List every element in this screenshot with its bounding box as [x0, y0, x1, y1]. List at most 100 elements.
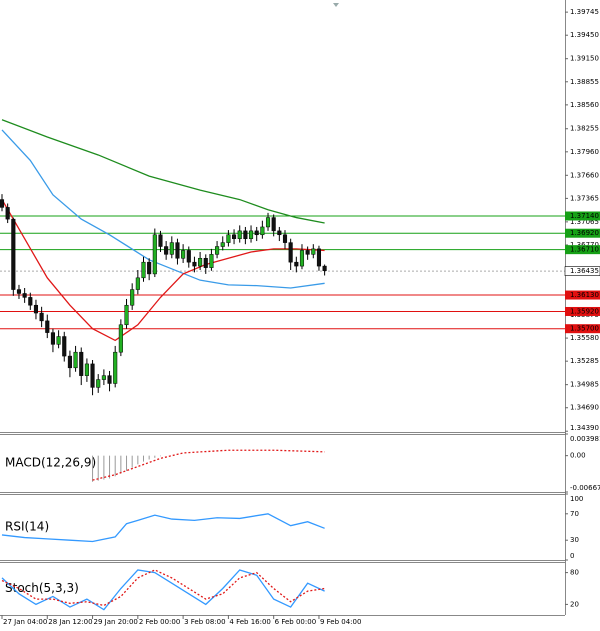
macd-signal-line — [92, 449, 325, 481]
candle-body — [175, 242, 180, 259]
y-tick-label: 1.37960 — [570, 148, 599, 156]
indicator-title: MACD(12,26,9) — [5, 456, 96, 470]
candle-body — [226, 234, 231, 243]
y-tick-label: -0.006679 — [570, 484, 600, 492]
level-label-box — [565, 228, 600, 238]
candle-body — [265, 217, 271, 228]
candle-body — [288, 242, 293, 263]
candle-body — [56, 336, 61, 345]
candle-body — [11, 218, 16, 290]
candle-body — [299, 250, 305, 267]
candle-body — [294, 261, 299, 267]
candle-body — [62, 336, 67, 357]
indicator-title: Stoch(5,3,3) — [5, 581, 79, 595]
candle-body — [192, 261, 197, 267]
y-tick-label: 80 — [570, 569, 579, 577]
candle-body — [124, 304, 129, 326]
y-tick-label: 1.35285 — [570, 357, 599, 365]
indicator-line — [1, 569, 325, 611]
y-tick-label: 1.39745 — [570, 8, 599, 16]
candle-body — [50, 332, 55, 345]
candle-body — [45, 320, 50, 333]
y-tick-label: 30 — [570, 536, 579, 544]
y-tick-label: 1.39450 — [570, 31, 599, 39]
candle-body — [22, 293, 27, 298]
y-tick-label: 1.38560 — [570, 101, 599, 109]
candle-body — [16, 289, 22, 294]
y-tick-label: 0.003981 — [570, 435, 600, 443]
indicator-title: RSI(14) — [5, 520, 49, 534]
candle-body — [107, 375, 112, 384]
y-tick-label: 100 — [570, 495, 583, 503]
x-tick-label: 2 Feb 00:00 — [139, 618, 180, 626]
candle-body — [181, 250, 186, 259]
moving-average — [1, 119, 325, 224]
candle-body — [305, 250, 310, 255]
y-tick-label: 1.38255 — [570, 125, 599, 133]
candle-body — [90, 363, 95, 388]
level-label-box — [565, 290, 600, 300]
candle-body — [282, 234, 288, 243]
y-tick-label: 1.35580 — [570, 334, 599, 342]
last-price-label: 1.36435 — [570, 267, 599, 275]
candle-body — [277, 230, 282, 236]
candle-body — [198, 258, 203, 267]
candle-body — [169, 242, 174, 255]
x-tick-label: 6 Feb 00:00 — [275, 618, 316, 626]
level-label: 1.36130 — [570, 291, 599, 299]
candle-body — [311, 248, 316, 255]
x-tick-label: 3 Feb 08:00 — [184, 618, 225, 626]
indicator-line — [1, 513, 325, 543]
candle-body — [130, 289, 135, 306]
x-tick-label: 27 Jan 04:00 — [3, 618, 47, 626]
y-tick-label: 1.37065 — [570, 218, 599, 226]
candle-body — [135, 277, 140, 290]
candle-body — [254, 230, 259, 236]
x-tick-label: 4 Feb 16:00 — [229, 618, 270, 626]
candle-body — [39, 312, 44, 322]
candle-body — [96, 379, 101, 388]
candle-body — [33, 304, 39, 314]
candle-body — [203, 258, 208, 268]
candle-body — [237, 230, 242, 239]
level-label-box — [565, 324, 600, 334]
y-tick-label: 1.37365 — [570, 194, 599, 202]
y-tick-label: 1.34390 — [570, 424, 599, 432]
candle-body — [79, 351, 84, 376]
level-label-box — [565, 211, 600, 221]
candle-body — [260, 226, 265, 236]
candle-body — [28, 297, 33, 306]
y-tick-label: 20 — [570, 600, 579, 608]
candle-body — [84, 363, 89, 376]
candle-body — [0, 199, 5, 208]
level-label-box — [565, 245, 600, 255]
x-tick-label: 28 Jan 12:00 — [48, 618, 92, 626]
candle-body — [73, 351, 78, 369]
y-tick-label: 70 — [570, 510, 579, 518]
candle-body — [248, 230, 254, 239]
candle-body — [271, 217, 276, 232]
candle-body — [220, 242, 225, 247]
last-price-box — [564, 266, 600, 276]
candle-body — [158, 234, 163, 247]
candle-body — [147, 261, 152, 275]
level-label: 1.35700 — [570, 325, 599, 333]
candle-body — [316, 248, 322, 267]
candle-body — [152, 234, 157, 275]
chart-shift-marker — [333, 3, 339, 7]
indicator-line — [1, 569, 325, 607]
candle-body — [164, 246, 169, 255]
y-tick-label: 1.34985 — [570, 381, 599, 389]
level-label: 1.36710 — [570, 246, 599, 254]
candle-body — [186, 250, 191, 263]
level-label: 1.36920 — [570, 229, 599, 237]
candle-body — [113, 351, 118, 384]
level-label: 1.37140 — [570, 212, 599, 220]
candle-body — [322, 265, 327, 272]
moving-average — [1, 199, 325, 342]
x-tick-label: 29 Jan 20:00 — [94, 618, 138, 626]
candle-body — [243, 230, 248, 239]
panel-frames — [0, 0, 566, 616]
y-tick-label: 1.34690 — [570, 404, 599, 412]
